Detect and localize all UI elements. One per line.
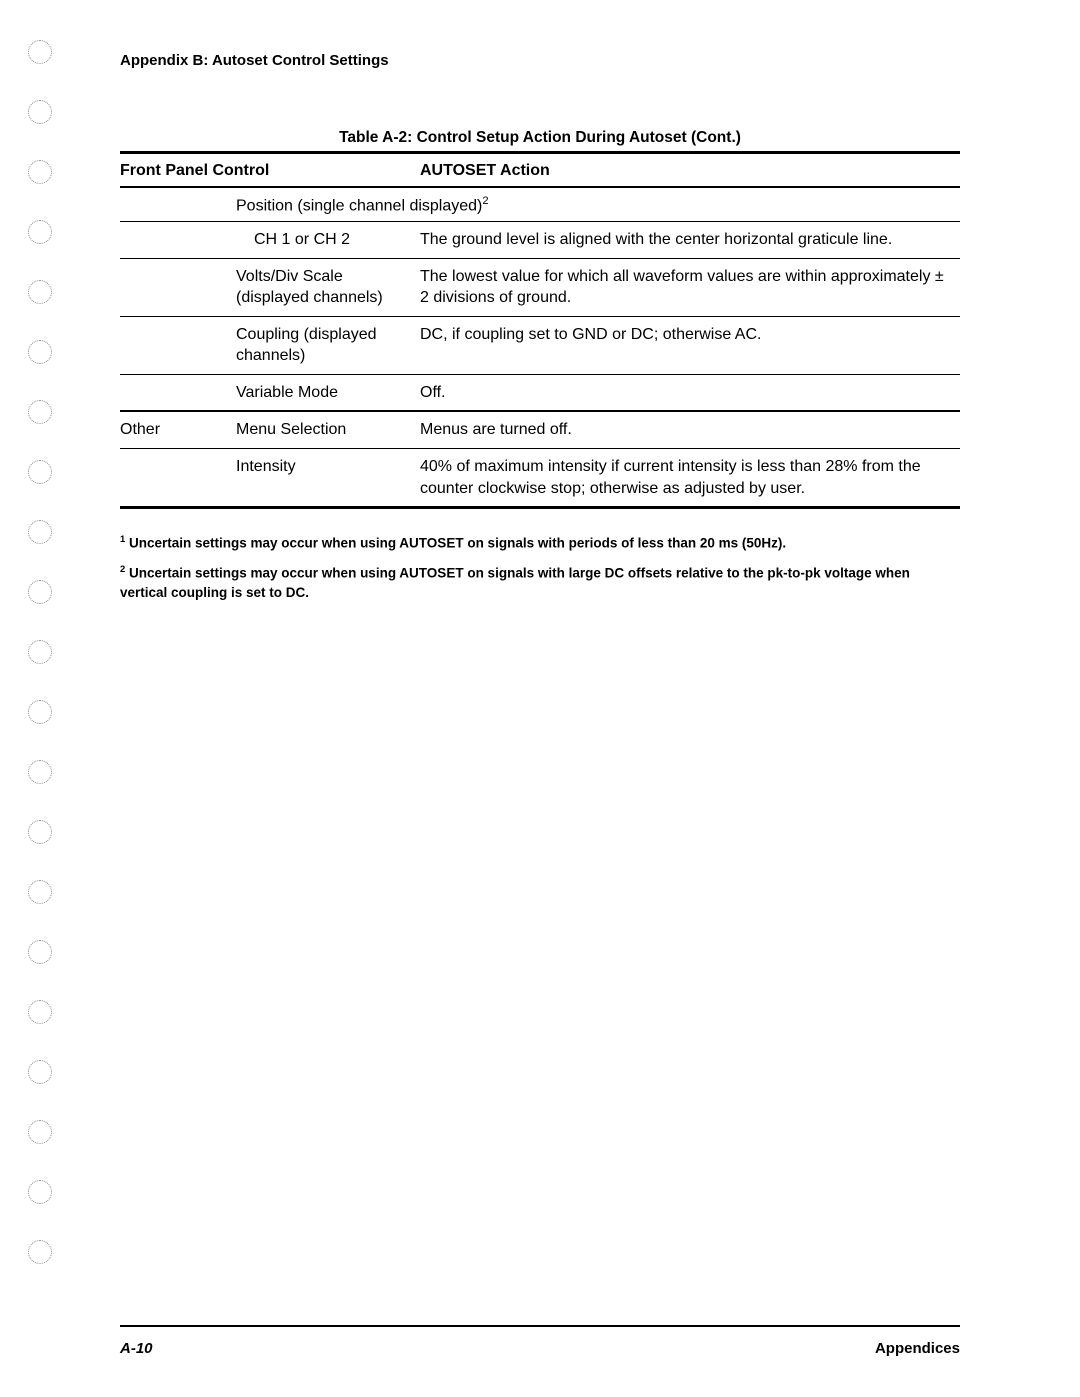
row-control: Variable Mode <box>236 374 420 411</box>
autoset-table: Front Panel Control AUTOSET Action Posit… <box>120 151 960 509</box>
binding-hole <box>28 340 52 364</box>
row-control: Intensity <box>236 449 420 508</box>
binding-hole <box>28 400 52 424</box>
binding-hole <box>28 280 52 304</box>
binding-hole <box>28 1060 52 1084</box>
row-control: Menu Selection <box>236 411 420 448</box>
footnote-2: 2 Uncertain settings may occur when usin… <box>120 563 960 603</box>
page-content: Appendix B: Autoset Control Settings Tab… <box>120 52 960 613</box>
page-number: A-10 <box>120 1340 153 1357</box>
binding-hole <box>28 1240 52 1264</box>
section-label: Appendices <box>875 1340 960 1357</box>
binding-hole <box>28 100 52 124</box>
row-action: Off. <box>420 374 960 411</box>
row-group <box>120 316 236 374</box>
binding-hole <box>28 580 52 604</box>
binding-hole <box>28 1180 52 1204</box>
row-control: Coupling (displayed channels) <box>236 316 420 374</box>
binding-hole <box>28 220 52 244</box>
row-action: Menus are turned off. <box>420 411 960 448</box>
row-group <box>120 221 236 258</box>
row-action: The ground level is aligned with the cen… <box>420 221 960 258</box>
binding-hole <box>28 1120 52 1144</box>
row-action: 40% of maximum intensity if current inte… <box>420 449 960 508</box>
table-caption: Table A-2: Control Setup Action During A… <box>120 129 960 147</box>
footnotes: 1 Uncertain settings may occur when usin… <box>120 533 960 603</box>
footnote-1-text: Uncertain settings may occur when using … <box>125 536 786 551</box>
row-group: Other <box>120 411 236 448</box>
row-group <box>120 449 236 508</box>
table-header-autoset-action: AUTOSET Action <box>420 153 960 188</box>
binding-hole <box>28 700 52 724</box>
binding-hole <box>28 940 52 964</box>
binding-hole <box>28 520 52 544</box>
table-header-front-panel: Front Panel Control <box>120 153 420 188</box>
row-action: DC, if coupling set to GND or DC; otherw… <box>420 316 960 374</box>
position-subhead-sup: 2 <box>482 195 488 207</box>
position-subhead-text: Position (single channel displayed) <box>236 197 482 214</box>
binding-hole <box>28 820 52 844</box>
binding-holes <box>28 40 52 1264</box>
binding-hole <box>28 160 52 184</box>
binding-hole <box>28 460 52 484</box>
row-action: The lowest value for which all waveform … <box>420 258 960 316</box>
position-subhead: Position (single channel displayed)2 <box>236 187 960 221</box>
binding-hole <box>28 760 52 784</box>
binding-hole <box>28 880 52 904</box>
binding-hole <box>28 640 52 664</box>
binding-hole <box>28 1000 52 1024</box>
row-group <box>120 258 236 316</box>
row-control: CH 1 or CH 2 <box>236 221 420 258</box>
footnote-2-text: Uncertain settings may occur when using … <box>120 566 910 601</box>
footnote-1: 1 Uncertain settings may occur when usin… <box>120 533 960 553</box>
footer-rule <box>120 1325 960 1327</box>
binding-hole <box>28 40 52 64</box>
page-footer: A-10 Appendices <box>120 1340 960 1357</box>
row-group <box>120 374 236 411</box>
appendix-header: Appendix B: Autoset Control Settings <box>120 52 960 69</box>
row-control: Volts/Div Scale (displayed channels) <box>236 258 420 316</box>
